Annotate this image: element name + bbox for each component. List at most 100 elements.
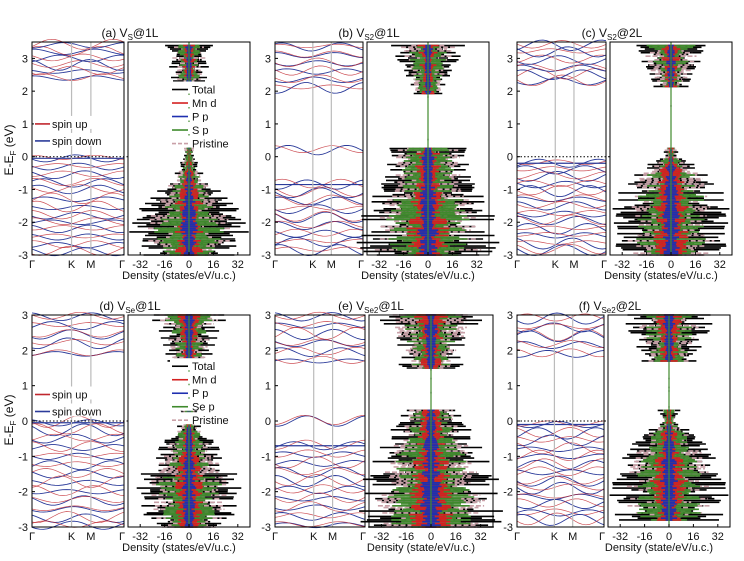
k-point-label: M bbox=[569, 259, 578, 271]
x-tick-label: -32 bbox=[132, 531, 148, 543]
y-tick-label: -2 bbox=[261, 217, 271, 229]
band-spin-up bbox=[274, 246, 364, 252]
band-spin-down bbox=[274, 68, 364, 75]
y-tick-label: 1 bbox=[22, 119, 28, 131]
band-spin-down bbox=[516, 237, 607, 250]
band-spin-up bbox=[31, 461, 125, 467]
y-axis-title-bottom: E-EF (eV) bbox=[2, 395, 18, 446]
x-tick-label: -32 bbox=[373, 531, 389, 543]
band-spin-down bbox=[31, 321, 125, 331]
band-spin-up bbox=[516, 74, 607, 87]
y-tick-label: -2 bbox=[261, 487, 271, 499]
panel-title-subscript: S bbox=[128, 33, 133, 42]
band-spin-down bbox=[516, 210, 607, 218]
band-plot-frame bbox=[31, 41, 125, 256]
band-spin-down bbox=[516, 493, 605, 501]
band-spin-down bbox=[31, 423, 125, 437]
panel-title: (d) VSe@1L bbox=[99, 299, 161, 315]
band-lines bbox=[31, 311, 125, 530]
band-spin-down bbox=[31, 469, 125, 479]
band-spin-down bbox=[31, 59, 125, 71]
band-spin-up bbox=[274, 74, 364, 83]
band-spin-up bbox=[516, 171, 607, 180]
dos-axis-title: Density (states/eV/u.c.) bbox=[361, 270, 475, 282]
legend-bg bbox=[170, 95, 240, 108]
band-spin-up bbox=[516, 166, 607, 172]
y-tick-label: -3 bbox=[18, 250, 28, 262]
band-spin-up bbox=[31, 452, 125, 458]
legend-label: P p bbox=[192, 112, 208, 124]
band-spin-down bbox=[274, 144, 364, 156]
y-tick-label: -1 bbox=[18, 184, 28, 196]
band-plot-background bbox=[275, 315, 365, 527]
band-spin-down bbox=[31, 495, 125, 506]
legend-bg bbox=[170, 385, 240, 398]
y-tick-label: -3 bbox=[18, 522, 28, 534]
band-spin-up bbox=[31, 210, 125, 220]
band-spin-down bbox=[31, 351, 125, 357]
y-tick-label: 0 bbox=[265, 152, 271, 164]
band-spin-up bbox=[31, 245, 125, 256]
band-spin-up bbox=[274, 321, 366, 328]
x-tick-label: -32 bbox=[371, 259, 387, 271]
band-spin-down bbox=[31, 452, 125, 460]
panel-title-subscript: S2 bbox=[364, 33, 374, 42]
band-spin-up bbox=[516, 348, 605, 358]
band-spin-down bbox=[274, 459, 366, 467]
k-point-label: K bbox=[309, 259, 317, 271]
band-spin-up bbox=[516, 54, 607, 64]
band-spin-down bbox=[31, 520, 125, 530]
band-spin-down bbox=[516, 201, 607, 211]
band-spin-up bbox=[32, 217, 125, 225]
k-point-label: Γ bbox=[272, 259, 278, 271]
y-tick-label: 2 bbox=[22, 86, 28, 98]
band-spin-down bbox=[516, 69, 607, 81]
k-point-label: Γ bbox=[599, 531, 605, 543]
band-spin-down bbox=[274, 76, 364, 83]
band-spin-down bbox=[31, 211, 125, 220]
band-spin-down bbox=[31, 162, 125, 171]
legend-bg bbox=[170, 412, 240, 425]
k-point-label: Γ bbox=[29, 259, 35, 271]
x-tick-label: 16 bbox=[450, 531, 462, 543]
y-tick-label: -3 bbox=[503, 522, 513, 534]
band-spin-up bbox=[31, 468, 125, 478]
band-legend: spin up spin down bbox=[34, 386, 102, 419]
band-spin-up bbox=[274, 501, 366, 512]
band-spin-up bbox=[516, 436, 605, 443]
k-point-label: K bbox=[552, 259, 560, 271]
band-spin-up bbox=[274, 338, 366, 346]
panel-title-subscript: Se2 bbox=[601, 306, 616, 315]
x-tick-label: -16 bbox=[396, 259, 412, 271]
band-spin-down bbox=[31, 506, 125, 513]
band-spin-down bbox=[274, 204, 364, 214]
x-tick-label: 16 bbox=[207, 531, 219, 543]
y-tick-label: 2 bbox=[265, 345, 271, 357]
band-lines bbox=[274, 311, 366, 529]
legend-bg bbox=[170, 398, 240, 411]
x-tick-label: 0 bbox=[666, 531, 672, 543]
y-tick-label: 1 bbox=[265, 381, 271, 393]
band-spin-up bbox=[516, 458, 605, 470]
x-tick-label: 0 bbox=[668, 259, 674, 271]
band-spin-up bbox=[31, 184, 125, 193]
legend-label: Pristine bbox=[192, 415, 229, 427]
legend-bg bbox=[170, 108, 240, 121]
band-spin-up bbox=[516, 475, 605, 485]
y-tick-label: -2 bbox=[503, 487, 513, 499]
svg-text:E-EF (eV): E-EF (eV) bbox=[2, 125, 18, 176]
legend-label: Total bbox=[192, 361, 215, 373]
band-spin-down bbox=[516, 453, 605, 459]
band-spin-down bbox=[31, 42, 125, 49]
x-tick-label: 0 bbox=[186, 259, 192, 271]
band-spin-down bbox=[274, 496, 366, 502]
band-spin-up bbox=[516, 210, 607, 216]
band-spin-up bbox=[31, 65, 125, 76]
x-tick-label: -16 bbox=[157, 259, 173, 271]
x-tick-label: 16 bbox=[687, 531, 699, 543]
band-lines bbox=[516, 312, 605, 526]
band-spin-down bbox=[32, 48, 125, 55]
x-tick-label: 16 bbox=[207, 259, 219, 271]
legend-bg bbox=[34, 132, 98, 146]
legend-bg bbox=[34, 403, 98, 417]
